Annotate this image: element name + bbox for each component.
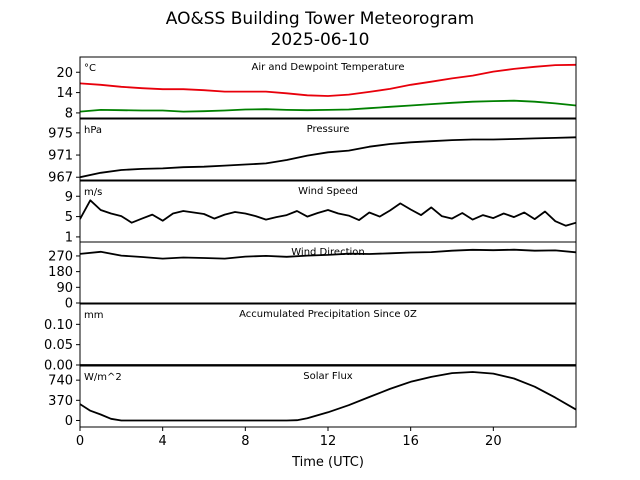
- panel-unit-label: hPa: [84, 125, 102, 136]
- series-line-6-1: [80, 371, 576, 422]
- figure-title: AO&SS Building Tower Meteorogram: [166, 9, 474, 29]
- panel-unit-label: mm: [84, 310, 103, 321]
- series-line-1-1: [80, 63, 576, 97]
- panel-title: Solar Flux: [303, 371, 353, 382]
- y-tick-label: 14: [56, 86, 73, 101]
- panel-unit-label: m/s: [84, 187, 102, 198]
- panel-5: 0.00 0.05 0.10 mm Accumulated Precipitation …: [44, 303, 577, 374]
- y-tick-label: 971: [48, 149, 73, 164]
- y-tick-label: 0.00: [44, 359, 73, 374]
- y-tick-label: 270: [48, 249, 73, 264]
- y-tick-label: 8: [65, 106, 73, 121]
- y-tick-label: 1: [65, 230, 73, 245]
- y-tick-label: 9: [65, 190, 73, 205]
- panel-6: 0 370 740 W/m^2 Solar Flux: [48, 365, 577, 429]
- panel-title: Air and Dewpoint Temperature: [252, 62, 405, 73]
- y-tick-label: 5: [65, 210, 73, 225]
- x-tick-label: 16: [402, 434, 419, 449]
- panel-unit-label: W/m^2: [84, 372, 122, 383]
- panel-title: Accumulated Precipitation Since 0Z: [239, 309, 417, 320]
- y-tick-label: 0: [65, 297, 73, 312]
- x-axis-label: Time (UTC): [291, 455, 364, 470]
- series-line-3-1: [80, 199, 576, 227]
- y-tick-label: 967: [48, 171, 73, 186]
- y-tick-label: 180: [48, 265, 73, 280]
- y-tick-label: 975: [48, 126, 73, 141]
- panel-title: Pressure: [307, 124, 350, 135]
- y-tick-label: 0.10: [44, 318, 73, 333]
- panel-title: Wind Speed: [298, 186, 358, 197]
- panel-frame: [79, 303, 577, 366]
- panel-1: 8 14 20 °C Air and Dewpoint Temperature: [56, 56, 577, 121]
- x-tick-label: 4: [159, 434, 167, 449]
- panel-frame: [79, 241, 577, 304]
- panel-frame: [79, 56, 577, 119]
- y-tick-label: 740: [48, 374, 73, 389]
- series-line-4-1: [80, 248, 576, 260]
- x-tick-label: 0: [76, 434, 84, 449]
- y-tick-label: 0.05: [44, 338, 73, 353]
- y-tick-label: 0: [65, 414, 73, 429]
- panel-title: Wind Direction: [291, 247, 365, 258]
- panel-unit-label: °C: [84, 63, 96, 74]
- panel-frame: [79, 118, 577, 181]
- y-tick-label: 370: [48, 394, 73, 409]
- series-line-2-1: [80, 136, 576, 179]
- figure-subtitle: 2025-06-10: [271, 30, 370, 50]
- x-axis: 0 4 8 12 16 20: [76, 427, 502, 449]
- y-tick-label: 90: [56, 281, 73, 296]
- y-tick-label: 20: [56, 66, 73, 81]
- x-tick-label: 12: [320, 434, 337, 449]
- x-tick-label: 8: [241, 434, 249, 449]
- series-line-1-2: [80, 99, 576, 113]
- panel-3: 1 5 9 m/s Wind Speed: [65, 180, 577, 245]
- panel-2: 967 971 975 hPa Pressure: [48, 118, 577, 186]
- x-tick-label: 20: [485, 434, 502, 449]
